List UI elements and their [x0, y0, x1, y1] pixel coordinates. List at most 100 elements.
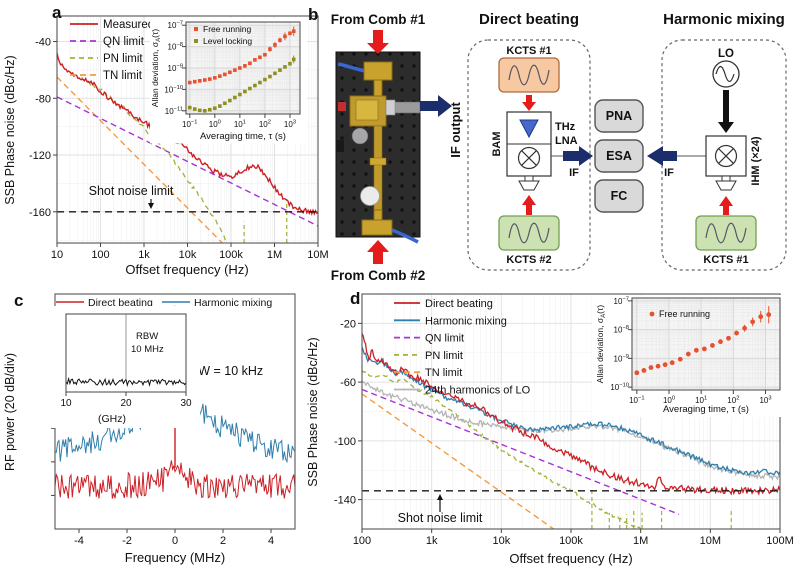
data-point [192, 107, 197, 111]
chart-a-inset: 10−1 100 101 102 103 10−7 10−8 10−9 10−10 10−11 Av… [150, 17, 307, 144]
data-point [283, 34, 287, 39]
data-point [208, 107, 212, 112]
data-point [213, 106, 217, 111]
legend-label: TN limit [425, 367, 462, 379]
x-tick-label: 4 [268, 535, 274, 547]
data-point [685, 351, 691, 357]
legend-label: Free running [203, 24, 251, 34]
horn-neck [721, 175, 731, 182]
fc-box [594, 179, 644, 213]
chart-c-inset: 10 20 30 (GHz) RBW 10 MHz [50, 306, 200, 428]
panel-b-diagram: From Comb #1 From Comb #2 IF output Dire… [331, 11, 787, 283]
comb2-arrow-icon [367, 240, 389, 264]
x-axis-label: Averaging time, τ (s) [663, 404, 749, 415]
sine-icon [508, 64, 550, 86]
data-point [291, 57, 296, 62]
legend-label: PN limit [103, 53, 143, 65]
direct-beating-title: Direct beating [479, 11, 579, 28]
shot-noise-label: Shot noise limit [398, 511, 483, 525]
y-tick-label: -60 [340, 377, 356, 389]
x-tick-label: 10 [51, 249, 63, 261]
x-tick-label: 1M [267, 249, 282, 261]
horn-neck [524, 175, 534, 182]
kcts1-label: KCTS #1 [506, 45, 551, 57]
data-point [253, 83, 257, 88]
legend-label: Free running [659, 309, 710, 319]
data-point [218, 104, 222, 108]
pna-box [594, 99, 644, 133]
legend-label: Direct beating [425, 298, 493, 310]
data-point [726, 335, 731, 341]
x-tick-label: 102 [727, 396, 739, 406]
data-point [648, 365, 654, 370]
data-point [202, 78, 207, 82]
data-point [238, 92, 242, 97]
series-harmonic-mixing [361, 346, 781, 476]
y-tick-label: -100 [334, 436, 356, 448]
x-tick-label: 101 [695, 396, 707, 406]
series-24th-harmonics-of-lo [361, 380, 781, 481]
series-group [187, 26, 296, 113]
chart-a-main: 10 100 1k 10k 100k 1M 10M -40 -80 -120 -160 Offset … [3, 15, 329, 277]
data-point [750, 319, 756, 325]
if-arrow-right-icon [563, 146, 593, 166]
pna-label: PNA [606, 109, 632, 123]
x-tick-label: -4 [74, 535, 84, 547]
mixer-x [718, 148, 734, 164]
legend-marker [649, 311, 655, 317]
data-point [187, 80, 192, 85]
fc-label: FC [611, 189, 628, 203]
y-tick-label: 10−10 [164, 85, 183, 95]
data-point [291, 29, 296, 33]
y-tick-label: 10−8 [168, 42, 183, 52]
kcts2-label: KCTS #2 [506, 254, 551, 266]
panel-label-a: a [52, 3, 62, 22]
mirror-white [360, 186, 380, 206]
y-tick-label: 10−10 [610, 383, 629, 393]
if-output-label: IF output [448, 102, 463, 158]
panel-d-chart: 100 1k 10k 100k 1M 10M 100M -20 -60 -100 -140 Offse… [306, 293, 794, 566]
data-point [248, 86, 252, 91]
black-connector [336, 140, 344, 152]
y-tick-label: 10−7 [168, 21, 183, 31]
plot-bg [632, 298, 780, 390]
data-point [192, 79, 197, 84]
data-point [258, 55, 262, 60]
thz-label: THz [555, 121, 576, 133]
sine-icon [715, 65, 735, 83]
data-point [228, 98, 232, 103]
y-tick-label: -140 [334, 495, 356, 507]
if-label-right: IF [664, 167, 674, 179]
x-axis-label: (GHz) [98, 413, 126, 425]
waveguide-flange [369, 157, 387, 166]
x-tick-label: 10M [307, 249, 328, 261]
panel-c-chart: -4 -2 0 2 4 Frequency (MHz) RF power (20 dB/di… [3, 293, 296, 565]
data-point [208, 77, 212, 81]
annotation-text: RBW = 10 kHz [181, 364, 263, 378]
data-point [218, 74, 222, 78]
y-tick-label: -20 [340, 318, 356, 330]
fiber-cable-bottom [391, 228, 419, 244]
data-point [243, 89, 247, 94]
series-group [634, 306, 772, 376]
plot-frame [631, 297, 781, 391]
x-tick-label: 1M [633, 535, 648, 547]
waveguide-stem-bottom [373, 209, 383, 221]
data-point [233, 95, 237, 100]
lo-label: LO [718, 48, 734, 60]
data-point [766, 312, 772, 318]
data-point [677, 356, 683, 362]
waveguide-stem [373, 79, 383, 97]
from-comb-1-label: From Comb #1 [331, 12, 426, 27]
x-tick-label: 0 [172, 535, 178, 547]
up-arrow-icon [522, 195, 536, 215]
legend-marker [194, 27, 198, 31]
data-point [268, 74, 272, 79]
coax-nut [385, 99, 396, 116]
x-axis-label: Frequency (MHz) [125, 550, 225, 565]
legend-label: 24th harmonics of LO [425, 385, 531, 397]
data-point [223, 101, 227, 106]
panel-label-d: d [350, 289, 361, 308]
annotation-text: RBW [136, 331, 158, 342]
data-point [202, 108, 207, 113]
